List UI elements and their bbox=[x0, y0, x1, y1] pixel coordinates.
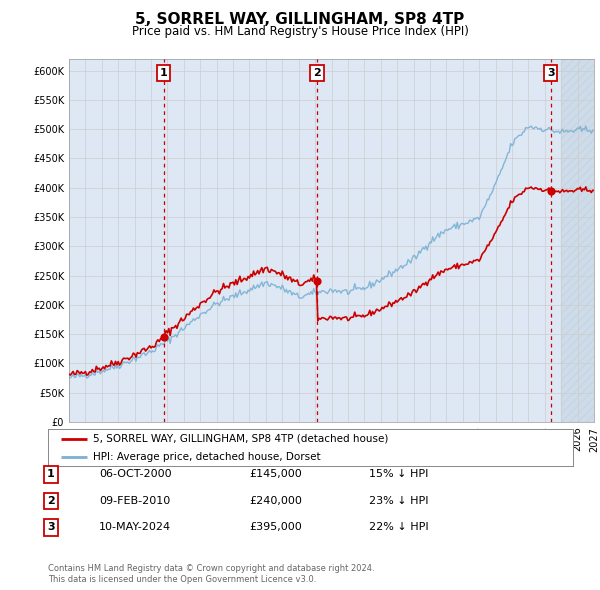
Text: Contains HM Land Registry data © Crown copyright and database right 2024.: Contains HM Land Registry data © Crown c… bbox=[48, 565, 374, 573]
Point bbox=[159, 332, 169, 342]
Text: 5, SORREL WAY, GILLINGHAM, SP8 4TP: 5, SORREL WAY, GILLINGHAM, SP8 4TP bbox=[136, 12, 464, 27]
Text: £240,000: £240,000 bbox=[249, 496, 302, 506]
Text: 3: 3 bbox=[47, 523, 55, 532]
Text: 1: 1 bbox=[160, 68, 167, 78]
Point bbox=[312, 277, 322, 286]
Text: 10-MAY-2024: 10-MAY-2024 bbox=[99, 523, 171, 532]
Bar bbox=[561, 59, 594, 422]
Text: HPI: Average price, detached house, Dorset: HPI: Average price, detached house, Dors… bbox=[92, 452, 320, 462]
Text: 06-OCT-2000: 06-OCT-2000 bbox=[99, 470, 172, 479]
Text: £145,000: £145,000 bbox=[249, 470, 302, 479]
Text: 2: 2 bbox=[47, 496, 55, 506]
Text: 5, SORREL WAY, GILLINGHAM, SP8 4TP (detached house): 5, SORREL WAY, GILLINGHAM, SP8 4TP (deta… bbox=[92, 434, 388, 444]
Text: This data is licensed under the Open Government Licence v3.0.: This data is licensed under the Open Gov… bbox=[48, 575, 316, 584]
Text: 23% ↓ HPI: 23% ↓ HPI bbox=[369, 496, 428, 506]
Text: 2: 2 bbox=[313, 68, 321, 78]
Text: 3: 3 bbox=[547, 68, 554, 78]
Text: £395,000: £395,000 bbox=[249, 523, 302, 532]
Text: 15% ↓ HPI: 15% ↓ HPI bbox=[369, 470, 428, 479]
Point bbox=[546, 186, 556, 195]
Text: 09-FEB-2010: 09-FEB-2010 bbox=[99, 496, 170, 506]
Text: 1: 1 bbox=[47, 470, 55, 479]
Text: Price paid vs. HM Land Registry's House Price Index (HPI): Price paid vs. HM Land Registry's House … bbox=[131, 25, 469, 38]
Text: 22% ↓ HPI: 22% ↓ HPI bbox=[369, 523, 428, 532]
